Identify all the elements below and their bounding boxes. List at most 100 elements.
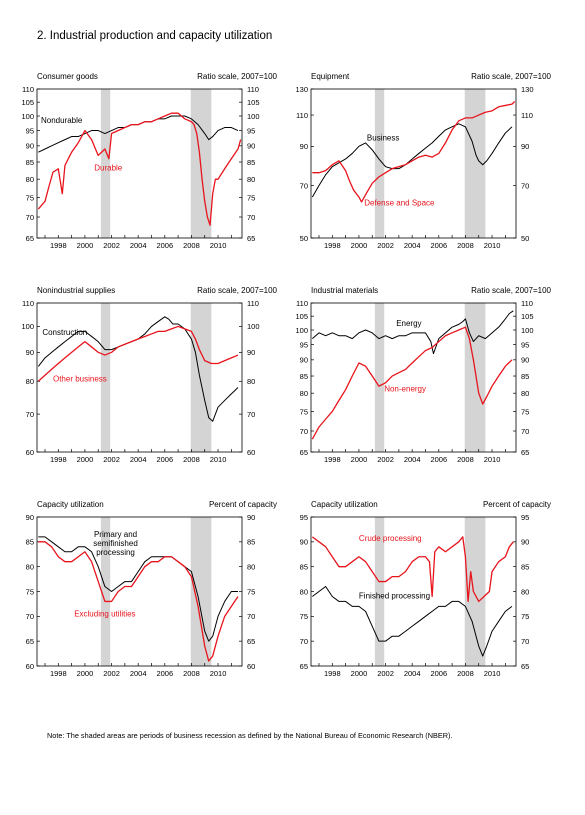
plot-frame [36,88,243,239]
y-tick-label-right: 130 [521,85,534,94]
y-tick-label-right: 85 [521,562,529,571]
chart-svg: 60 60 70 70 80 80 90 90 100 100 110 110 1998 2000 2002… [21,299,259,464]
chart-svg: 65 65 70 70 75 75 80 80 85 85 90 90 95 95 100 100 105 105… [21,85,260,250]
x-tick-label: 2000 [77,241,94,250]
y-tick-label-left: 75 [300,612,308,621]
plot-frame [310,88,517,239]
y-tick-label-right: 80 [521,389,529,398]
y-tick-label-right: 75 [247,193,255,202]
series-line [312,586,513,657]
series-line [311,536,514,603]
series-label: Defense and Space [364,199,435,208]
y-tick-label-left: 95 [26,126,34,135]
x-tick-label: 2004 [130,669,147,678]
chart-units: Percent of capacity [482,500,551,509]
y-tick-label-right: 70 [247,612,255,621]
plot-frame [36,302,243,453]
series-label: Nondurable [41,116,83,125]
y-tick-label-left: 110 [296,299,308,308]
chart-panel: 65 65 70 70 75 75 80 80 85 85 90 90 95 95 1998 2000 2002… [300,500,551,700]
recession-band [464,89,486,238]
y-tick-label-left: 100 [21,112,34,121]
y-tick-label-right: 65 [247,234,255,243]
recession-band [100,89,111,238]
x-tick-label: 2002 [377,669,394,678]
series-label: Finished processing [359,591,430,600]
y-tick-label-right: 85 [247,538,255,547]
recession-band [374,303,385,452]
recession-band [374,517,385,666]
y-tick-label-right: 85 [247,158,255,167]
y-tick-label-right: 75 [521,612,529,621]
y-tick-label-left: 80 [26,175,34,184]
y-tick-label-left: 65 [300,448,308,457]
y-tick-label-left: 65 [26,234,34,243]
x-tick-label: 2000 [77,669,94,678]
y-tick-label-right: 95 [247,126,255,135]
chart-title: Consumer goods [37,72,98,81]
y-tick-label-right: 70 [521,181,529,190]
series-line [38,536,239,642]
series-line [37,316,239,422]
y-tick-label-right: 100 [247,112,260,121]
y-tick-label-left: 90 [26,142,34,151]
x-tick-label: 2002 [377,455,394,464]
y-tick-label-right: 95 [521,513,529,522]
series-line [311,326,513,440]
y-tick-label-left: 80 [300,389,308,398]
chart-title: Equipment [311,72,350,81]
y-tick-label-right: 80 [247,562,255,571]
y-tick-label-left: 70 [300,637,308,646]
y-tick-label-left: 80 [300,587,308,596]
y-tick-label-left: 85 [300,562,308,571]
y-tick-label-left: 110 [296,111,308,120]
y-tick-label-left: 130 [295,85,308,94]
recession-band [374,89,385,238]
x-tick-label: 1998 [324,455,341,464]
page-title: 2. Industrial production and capacity ut… [37,30,273,42]
x-tick-label: 1998 [50,669,67,678]
chart-svg: 50 50 70 70 90 90 110 110 130 130 1998 2000 2002 2004… [295,85,534,250]
y-tick-label-left: 60 [26,448,34,457]
x-tick-label: 2006 [430,669,447,678]
x-tick-label: 2000 [351,669,368,678]
chart-title: Capacity utilization [311,500,378,509]
y-tick-label-right: 110 [521,299,533,308]
series-label: Primary and semifinished processing [93,530,137,557]
y-tick-label-left: 110 [22,85,34,94]
series-line [38,541,239,662]
y-tick-label-right: 70 [521,637,529,646]
chart-units: Ratio scale, 2007=100 [197,72,277,81]
chart-panel: 65 65 70 70 75 75 80 80 85 85 90 90 95 95 100 100 105 105… [21,72,277,272]
y-tick-label-right: 90 [247,348,255,357]
footnote: Note: The shaded areas are periods of bu… [47,731,453,740]
y-tick-label-left: 100 [21,322,34,331]
y-tick-label-right: 65 [521,448,529,457]
x-tick-label: 2010 [484,669,501,678]
chart-svg: 65 65 70 70 75 75 80 80 85 85 90 90 95 95 1998 2000 2002… [300,513,530,678]
y-tick-label-left: 95 [300,340,308,349]
x-tick-label: 1998 [50,455,67,464]
x-tick-label: 2008 [457,241,474,250]
y-tick-label-right: 60 [247,662,255,671]
chart-panel: 60 60 70 70 80 80 90 90 100 100 110 110 1998 2000 2002… [21,286,277,486]
y-tick-label-left: 70 [26,612,34,621]
chart-units: Ratio scale, 2007=100 [471,286,551,295]
y-tick-label-right: 80 [247,377,255,386]
y-tick-label-left: 90 [300,538,308,547]
x-tick-label: 2010 [210,241,227,250]
chart-units: Percent of capacity [208,500,277,509]
y-tick-label-right: 105 [521,312,534,321]
x-tick-label: 2000 [351,455,368,464]
y-tick-label-left: 95 [300,513,308,522]
y-tick-label-left: 75 [26,587,34,596]
x-tick-label: 2002 [377,241,394,250]
series-label: Construction [42,328,87,337]
series-label: Excluding utilities [74,609,135,618]
y-tick-label-left: 105 [295,312,308,321]
y-tick-label-left: 85 [300,372,308,381]
x-tick-label: 2008 [183,669,200,678]
recession-band [464,303,486,452]
chart-svg: 60 60 65 65 70 70 75 75 80 80 85 85 90 90 1998 2000 2002… [26,513,256,678]
recession-band [190,517,212,666]
